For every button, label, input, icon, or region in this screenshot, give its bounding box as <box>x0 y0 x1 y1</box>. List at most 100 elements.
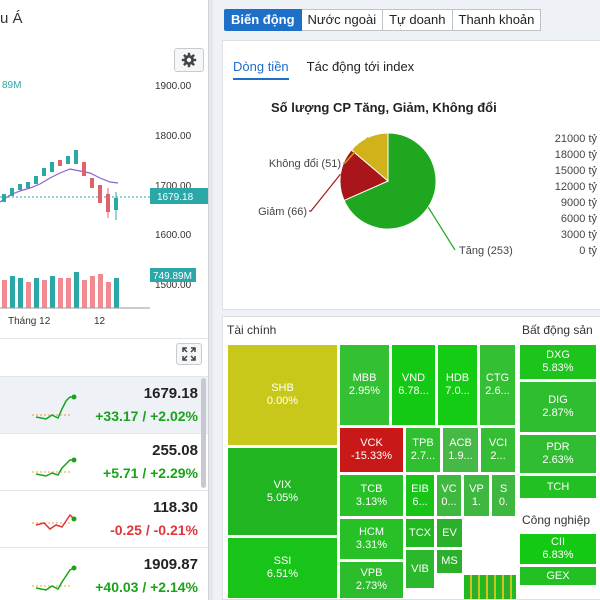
treemap-cell-vib[interactable]: VIB <box>405 549 435 589</box>
treemap-percent: 2.6... <box>485 385 510 397</box>
treemap-cell-vnd[interactable]: VND 6.78... <box>391 344 436 426</box>
treemap-percent: 2.7... <box>410 450 436 462</box>
scrollbar-thumb[interactable] <box>201 378 206 488</box>
treemap-percent: 2.63% <box>542 454 574 466</box>
treemap-percent: 5.05% <box>266 491 299 504</box>
volume-label-cut: 89M <box>2 80 21 91</box>
treemap-cell-vck[interactable]: VCK -15.33% <box>339 427 404 473</box>
treemap-percent: 0.00% <box>266 395 299 407</box>
treemap-cell-ms[interactable]: MS <box>436 549 463 574</box>
money-axis-tick: 12000 tỷ <box>554 181 597 193</box>
pie-chart: Tăng (253) Giảm (66) Không đổi (51) <box>258 132 513 257</box>
treemap-symbol: TCX <box>409 526 431 539</box>
expand-icon <box>182 347 196 361</box>
money-axis-tick: 9000 tỷ <box>560 197 597 209</box>
treemap-cell-cii[interactable]: CII 6.83% <box>519 533 597 565</box>
treemap-cell-tpb[interactable]: TPB 2.7... <box>405 427 441 473</box>
treemap-cell-eib[interactable]: EIB 6... <box>405 474 435 517</box>
treemap-cell-vix[interactable]: VIX 5.05% <box>227 447 338 536</box>
treemap-symbol: SHB <box>271 382 294 394</box>
x-tick: 12 <box>94 316 106 327</box>
treemap-symbol: DXG <box>546 349 570 361</box>
index-change: +33.17 / +2.02% <box>95 408 198 424</box>
treemap-percent: 3.31% <box>355 539 388 551</box>
treemap-percent: -15.33% <box>351 450 392 462</box>
treemap-cell-ctg[interactable]: CTG 2.6... <box>479 344 516 426</box>
index-change: -0.25 / -0.21% <box>110 522 198 538</box>
pie-label: Tăng (253) <box>459 245 513 257</box>
index-row[interactable]: 1909.87 +40.03 / +2.14% <box>0 547 208 600</box>
treemap-cell-dxg[interactable]: DXG 5.83% <box>519 344 597 380</box>
treemap-percent: 0... <box>441 495 457 508</box>
index-price: 118.30 <box>152 499 198 516</box>
subtab-tac-dong[interactable]: Tác động tới index <box>306 59 415 74</box>
treemap-small-cells[interactable] <box>464 575 516 599</box>
treemap-symbol: GEX <box>546 569 570 582</box>
treemap-cell-ev[interactable]: EV <box>436 518 463 548</box>
treemap-percent: 5.83% <box>542 362 574 374</box>
pie-leader-line <box>427 206 456 251</box>
pie-card: Dòng tiền Tác động tới index Số lượng CP… <box>222 40 600 310</box>
treemap-cell-s[interactable]: S 0. <box>491 474 516 517</box>
treemap-cell-hcm[interactable]: HCM 3.31% <box>339 518 404 560</box>
candles <box>2 150 118 220</box>
treemap-symbol: S <box>499 482 508 495</box>
sparkline <box>32 565 77 591</box>
tab-bien-dong[interactable]: Biến động <box>224 9 302 31</box>
money-axis-tick: 3000 tỷ <box>560 229 597 241</box>
index-candlestick-chart[interactable]: 89M 1900.00 1800.00 1700.00 1600.00 1500… <box>0 70 208 330</box>
sparkline <box>32 513 77 530</box>
treemap-symbol: PDR <box>546 441 570 453</box>
treemap-symbol: TPB <box>412 437 434 449</box>
treemap-symbol: TCB <box>360 482 383 495</box>
tab-thanh-khoan[interactable]: Thanh khoản <box>452 9 542 31</box>
treemap-symbol: VND <box>401 372 426 384</box>
settings-button[interactable] <box>174 48 204 72</box>
treemap-cell-hdb[interactable]: HDB 7.0... <box>437 344 478 426</box>
tab-nuoc-ngoai[interactable]: Nước ngoài <box>301 9 384 31</box>
treemap-cell-vpb[interactable]: VPB 2.73% <box>339 561 404 599</box>
index-row[interactable]: 255.08 +5.71 / +2.29% <box>0 433 208 490</box>
treemap-cell-tch[interactable]: TCH <box>519 475 597 499</box>
treemap-cell-acb[interactable]: ACB 1.9... <box>442 427 479 473</box>
index-row[interactable]: 1679.18 +33.17 / +2.02% <box>0 376 208 433</box>
treemap-cell-shb[interactable]: SHB 0.00% <box>227 344 338 446</box>
index-list: 1679.18 +33.17 / +2.02% 255.08 +5.71 / +… <box>0 376 208 600</box>
y-tick: 1700.00 <box>155 181 192 192</box>
treemap-symbol: SSI <box>273 555 292 567</box>
expand-button[interactable] <box>176 343 202 365</box>
pie-leader-line <box>343 137 369 164</box>
treemap-symbol: HCM <box>358 526 385 538</box>
chart-title: Số lượng CP Tăng, Giảm, Không đổi <box>271 100 497 115</box>
x-tick: Tháng 12 <box>8 316 51 327</box>
treemap-percent: 3.13% <box>355 495 388 508</box>
treemap-cell-pdr[interactable]: PDR 2.63% <box>519 434 597 474</box>
treemap-cell-dig[interactable]: DIG 2.87% <box>519 381 597 433</box>
sub-tabs: Dòng tiền Tác động tới index <box>233 59 432 80</box>
treemap-symbol: EV <box>442 526 457 539</box>
treemap-cell-tcx[interactable]: TCX <box>405 518 435 548</box>
treemap-percent: 6.83% <box>542 549 574 561</box>
subtab-dong-tien[interactable]: Dòng tiền <box>233 59 289 80</box>
treemap-cell-ssi[interactable]: SSI 6.51% <box>227 537 338 599</box>
treemap-symbol: ACB <box>449 437 472 449</box>
treemap-cell-gex[interactable]: GEX <box>519 566 597 586</box>
money-axis-tick: 18000 tỷ <box>554 149 597 161</box>
treemap-symbol: CTG <box>485 372 510 384</box>
treemap-cell-mbb[interactable]: MBB 2.95% <box>339 344 390 426</box>
panel-splitter[interactable] <box>208 0 213 600</box>
treemap-percent: 2.95% <box>348 385 381 397</box>
treemap-percent: 6.78... <box>398 385 429 397</box>
index-row[interactable]: 118.30 -0.25 / -0.21% <box>0 490 208 547</box>
gear-icon <box>181 52 197 68</box>
treemap-percent: 2.87% <box>542 407 574 419</box>
treemap-symbol: HDB <box>445 372 470 384</box>
y-tick: 1900.00 <box>155 81 192 92</box>
treemap-symbol: VCI <box>488 437 508 449</box>
money-axis-tick: 15000 tỷ <box>554 165 597 177</box>
treemap-cell-vci[interactable]: VCI 2... <box>480 427 516 473</box>
treemap-cell-vc[interactable]: VC 0... <box>436 474 462 517</box>
treemap-cell-tcb[interactable]: TCB 3.13% <box>339 474 404 517</box>
tab-tu-doanh[interactable]: Tự doanh <box>383 9 453 31</box>
treemap-cell-vp[interactable]: VP 1. <box>463 474 490 517</box>
